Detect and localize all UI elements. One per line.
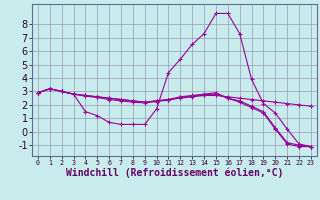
X-axis label: Windchill (Refroidissement éolien,°C): Windchill (Refroidissement éolien,°C) bbox=[66, 168, 283, 178]
